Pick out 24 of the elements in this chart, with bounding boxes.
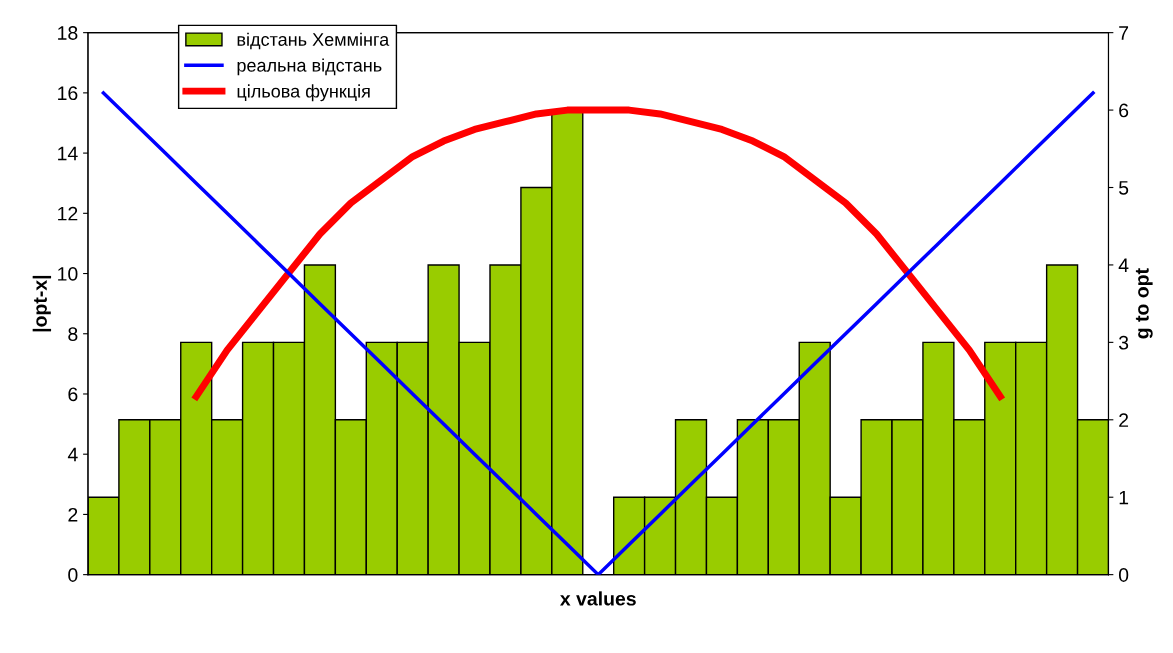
y2-tick-label: 4 xyxy=(1118,258,1129,272)
y-tick-label: 16 xyxy=(58,86,78,101)
legend-label: відстань Хеммінга xyxy=(237,32,390,50)
y-axis-title: |opt-x| xyxy=(32,275,52,332)
y-tick-label: 10 xyxy=(58,267,78,281)
y2-tick-label: 2 xyxy=(1119,413,1129,427)
y-tick-label: 0 xyxy=(68,568,78,582)
y-tick-label: 12 xyxy=(58,206,78,221)
y2-tick-label: 7 xyxy=(1119,26,1129,40)
y-tick-label: 2 xyxy=(68,507,78,522)
y2-tick-label: 0 xyxy=(1118,568,1129,582)
y2-tick-label: 5 xyxy=(1118,181,1129,195)
legend-label: цільова функція xyxy=(237,84,370,102)
y-tick-label: 18 xyxy=(58,26,78,40)
y-tick-label: 14 xyxy=(58,146,78,161)
y-tick-label: 6 xyxy=(68,387,78,402)
legend-label: реальна відстань xyxy=(237,58,382,76)
y2-tick-label: 3 xyxy=(1118,335,1129,350)
y-tick-label: 8 xyxy=(68,327,78,341)
y2-tick-label: 1 xyxy=(1119,490,1129,505)
y2-axis-title: g to opt xyxy=(1135,268,1153,339)
y2-tick-label: 6 xyxy=(1119,103,1129,118)
y-tick-label: 4 xyxy=(67,447,78,462)
x-axis-title: x values xyxy=(559,591,636,606)
